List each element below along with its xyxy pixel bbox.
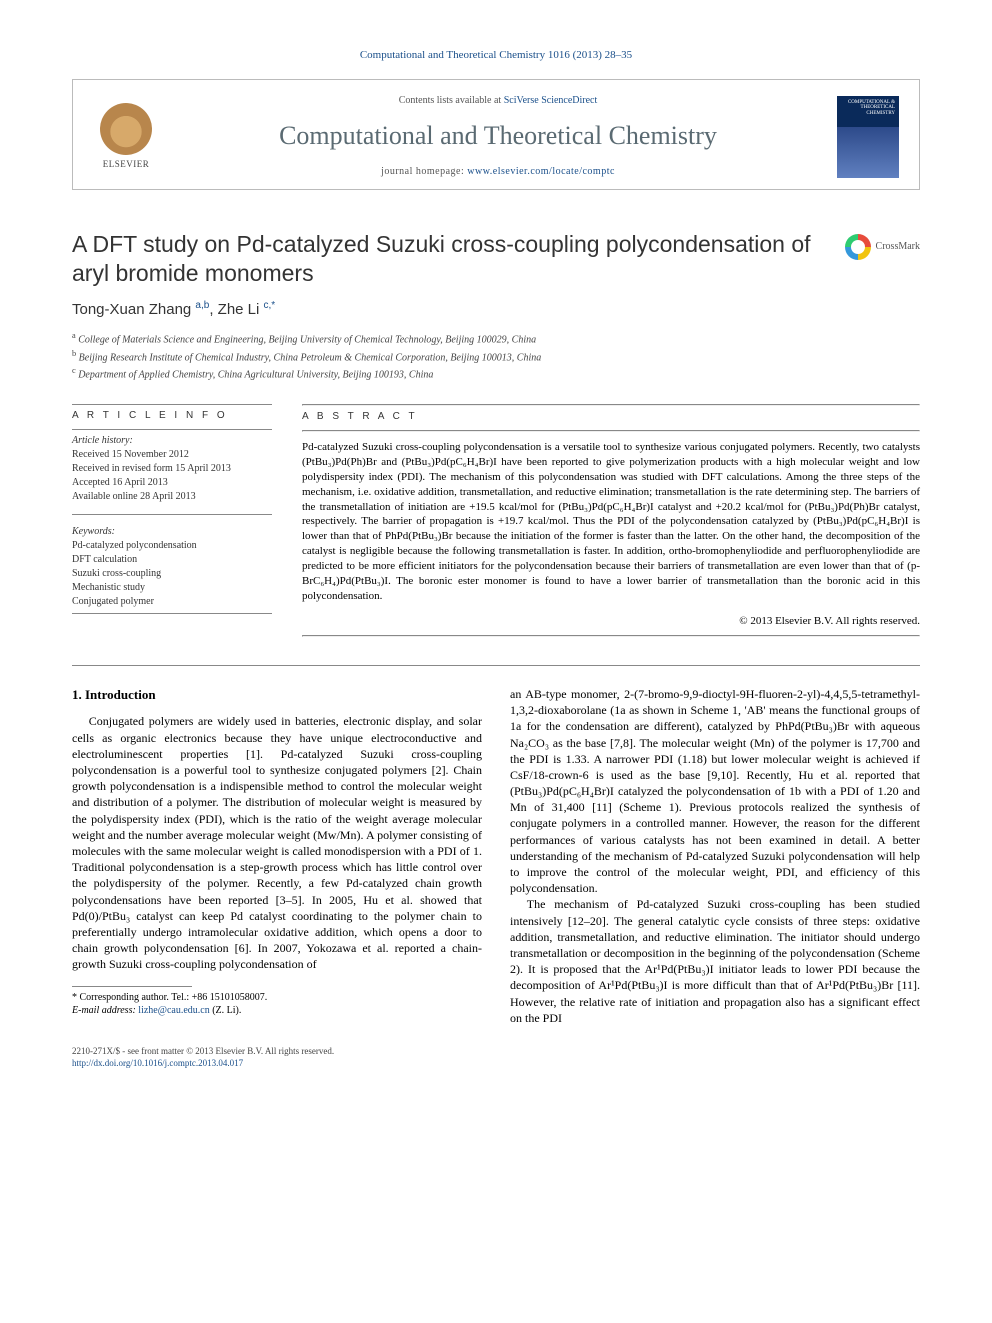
article-info-heading: A R T I C L E I N F O xyxy=(72,409,272,423)
cover-thumbnail: COMPUTATIONAL & THEORETICAL CHEMISTRY xyxy=(837,96,899,178)
abstract: A B S T R A C T Pd-catalyzed Suzuki cros… xyxy=(302,400,920,637)
paragraph: an AB-type monomer, 2-(7-bromo-9,9-dioct… xyxy=(510,686,920,896)
affiliations: a College of Materials Science and Engin… xyxy=(72,330,920,382)
body-text: 1. Introduction Conjugated polymers are … xyxy=(72,686,920,1026)
history-accepted: Accepted 16 April 2013 xyxy=(72,476,272,490)
history-received: Received 15 November 2012 xyxy=(72,448,272,462)
publisher-name: ELSEVIER xyxy=(103,158,150,171)
contents-prefix: Contents lists available at xyxy=(399,95,504,106)
homepage-line: journal homepage: www.elsevier.com/locat… xyxy=(179,165,817,179)
homepage-link[interactable]: www.elsevier.com/locate/comptc xyxy=(467,166,615,177)
keyword: Pd-catalyzed polycondensation xyxy=(72,539,272,553)
section-divider xyxy=(72,665,920,666)
journal-citation: Computational and Theoretical Chemistry … xyxy=(72,48,920,69)
history-online: Available online 28 April 2013 xyxy=(72,490,272,504)
footnote-separator xyxy=(72,986,192,987)
crossmark-badge[interactable]: CrossMark xyxy=(845,234,920,260)
section-heading: 1. Introduction xyxy=(72,686,482,704)
contents-line: Contents lists available at SciVerse Sci… xyxy=(179,94,817,108)
elsevier-tree-icon xyxy=(100,103,152,155)
paragraph: Conjugated polymers are widely used in b… xyxy=(72,713,482,972)
keywords-label: Keywords: xyxy=(72,525,272,539)
journal-masthead: ELSEVIER Contents lists available at Sci… xyxy=(72,79,920,189)
email-suffix: (Z. Li). xyxy=(212,1005,241,1016)
abstract-heading: A B S T R A C T xyxy=(302,410,920,424)
keyword: Mechanistic study xyxy=(72,581,272,595)
crossmark-icon xyxy=(845,234,871,260)
authors: Tong-Xuan Zhang a,b, Zhe Li c,* xyxy=(72,299,920,320)
bottom-matter: 2210-271X/$ - see front matter © 2013 El… xyxy=(72,1046,920,1069)
front-matter-line: 2210-271X/$ - see front matter © 2013 El… xyxy=(72,1046,920,1058)
crossmark-label: CrossMark xyxy=(876,240,920,254)
corresponding-author: * Corresponding author. Tel.: +86 151010… xyxy=(72,991,482,1004)
paper-title: A DFT study on Pd-catalyzed Suzuki cross… xyxy=(72,230,829,288)
cover-title: COMPUTATIONAL & THEORETICAL CHEMISTRY xyxy=(841,100,895,117)
keyword: Conjugated polymer xyxy=(72,595,272,609)
elsevier-logo: ELSEVIER xyxy=(93,103,159,171)
history-label: Article history: xyxy=(72,434,272,448)
paragraph: The mechanism of Pd-catalyzed Suzuki cro… xyxy=(510,896,920,1026)
article-info: A R T I C L E I N F O Article history: R… xyxy=(72,400,272,637)
footnotes: * Corresponding author. Tel.: +86 151010… xyxy=(72,991,482,1017)
journal-name: Computational and Theoretical Chemistry xyxy=(179,118,817,154)
keyword: DFT calculation xyxy=(72,553,272,567)
email-link[interactable]: lizhe@cau.edu.cn xyxy=(138,1005,209,1016)
doi-link[interactable]: http://dx.doi.org/10.1016/j.comptc.2013.… xyxy=(72,1058,243,1068)
abstract-copyright: © 2013 Elsevier B.V. All rights reserved… xyxy=(302,614,920,629)
email-label: E-mail address: xyxy=(72,1005,136,1016)
keyword: Suzuki cross-coupling xyxy=(72,567,272,581)
history-revised: Received in revised form 15 April 2013 xyxy=(72,462,272,476)
sciencedirect-link[interactable]: SciVerse ScienceDirect xyxy=(504,95,598,106)
homepage-prefix: journal homepage: xyxy=(381,166,467,177)
abstract-body: Pd-catalyzed Suzuki cross-coupling polyc… xyxy=(302,440,920,603)
